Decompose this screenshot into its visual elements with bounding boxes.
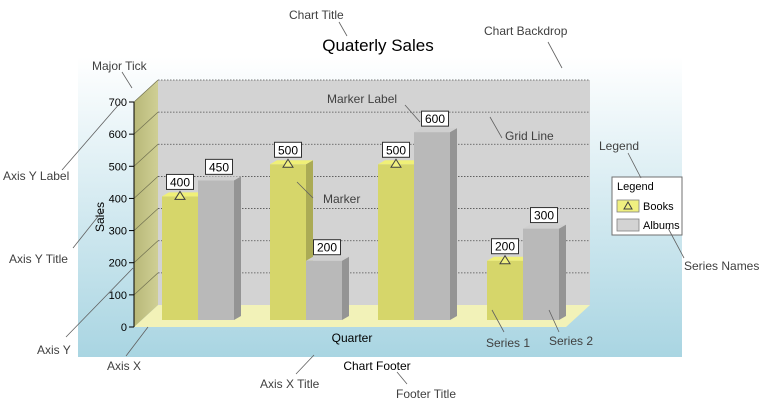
side-grid-line bbox=[133, 272, 159, 296]
bar-side-albums bbox=[559, 224, 566, 320]
legend-swatch-albums bbox=[616, 218, 640, 232]
chart-title: Quaterly Sales bbox=[322, 36, 434, 55]
y-tick-label: 100 bbox=[109, 290, 127, 302]
callout-chart-title: Chart Title bbox=[289, 8, 344, 22]
data-label-albums-box bbox=[421, 110, 449, 127]
data-label-books: 400 bbox=[170, 175, 190, 189]
callout-chart-backdrop: Chart Backdrop bbox=[484, 24, 568, 38]
x-axis-title: Quarter bbox=[332, 331, 373, 345]
data-label-books-box bbox=[166, 173, 194, 190]
bar-books bbox=[162, 196, 198, 320]
data-label-albums: 300 bbox=[534, 209, 554, 223]
marker-triangle-icon bbox=[174, 190, 186, 200]
callout-axis-x: Axis X bbox=[107, 359, 141, 373]
callout-grid-line: Grid Line bbox=[505, 129, 554, 143]
bar-books bbox=[378, 164, 414, 320]
bar-top-albums bbox=[523, 224, 566, 229]
data-label-books-box bbox=[274, 141, 302, 158]
y-tick-label: 700 bbox=[109, 97, 127, 109]
y-axis-title: Sales bbox=[93, 202, 107, 232]
legend-title: Legend bbox=[617, 181, 654, 193]
callout-legend: Legend bbox=[599, 139, 639, 153]
callout-marker: Marker bbox=[323, 192, 360, 206]
callout-series-2: Series 2 bbox=[549, 334, 593, 348]
bar-top-books bbox=[378, 160, 421, 165]
bar-books bbox=[270, 164, 306, 320]
y-tick-label: 200 bbox=[109, 258, 127, 270]
bar-side-albums bbox=[450, 128, 457, 320]
bar-top-albums bbox=[306, 256, 349, 261]
bar-top-books bbox=[162, 192, 205, 197]
plot-floor bbox=[134, 305, 590, 327]
callout-leader-lines bbox=[61, 21, 685, 385]
bar-albums bbox=[523, 228, 559, 320]
callout-marker-label: Marker Label bbox=[327, 92, 397, 106]
side-grid-line bbox=[133, 240, 159, 263]
data-label-albums-box bbox=[205, 158, 233, 175]
side-grid-line bbox=[133, 176, 159, 199]
bar-albums bbox=[198, 180, 234, 320]
marker-triangle-icon bbox=[390, 158, 402, 168]
side-grid-line bbox=[133, 208, 159, 231]
data-label-albums-box bbox=[530, 207, 558, 224]
callout-axis-y: Axis Y bbox=[37, 343, 71, 357]
callout-series-names: Series Names bbox=[684, 259, 759, 273]
side-grid-line bbox=[133, 79, 159, 103]
legend: Legend Books Albums bbox=[611, 176, 683, 236]
y-tick-label: 600 bbox=[109, 129, 127, 141]
data-label-books: 200 bbox=[495, 240, 515, 254]
callout-axis-y-label: Axis Y Label bbox=[3, 169, 69, 183]
data-label-books-box bbox=[491, 238, 519, 255]
data-label-albums: 200 bbox=[317, 241, 337, 255]
y-tick-label: 0 bbox=[121, 322, 127, 334]
chart-footer: Chart Footer bbox=[343, 359, 410, 373]
legend-label-albums: Albums bbox=[643, 220, 680, 232]
side-grid-line bbox=[133, 144, 159, 167]
bar-top-books bbox=[270, 160, 313, 165]
callout-axis-y-title: Axis Y Title bbox=[9, 252, 68, 266]
callout-axis-x-title: Axis X Title bbox=[260, 377, 320, 391]
legend-triangle-icon bbox=[623, 200, 633, 210]
bar-top-books bbox=[487, 256, 530, 261]
data-label-albums: 450 bbox=[209, 160, 229, 174]
y-tick-label: 500 bbox=[109, 161, 127, 173]
bar-side-albums bbox=[234, 176, 241, 320]
callout-series-1: Series 1 bbox=[486, 336, 530, 350]
callout-major-tick: Major Tick bbox=[92, 59, 148, 73]
data-label-books: 500 bbox=[278, 143, 298, 157]
bar-albums bbox=[414, 132, 450, 320]
callout-footer-title: Footer Title bbox=[396, 387, 456, 401]
bar-top-albums bbox=[414, 128, 457, 133]
data-label-albums: 600 bbox=[425, 112, 445, 126]
y-tick-label: 400 bbox=[109, 193, 127, 205]
data-label-albums-box bbox=[313, 239, 341, 256]
bar-top-albums bbox=[198, 176, 241, 181]
bar-side-albums bbox=[342, 256, 349, 320]
bar-albums bbox=[306, 260, 342, 320]
bar-books bbox=[487, 260, 523, 320]
data-label-books-box bbox=[382, 141, 410, 158]
legend-label-books: Books bbox=[643, 201, 674, 213]
marker-triangle-icon bbox=[282, 158, 294, 168]
marker-triangle-icon bbox=[499, 254, 511, 265]
data-label-books: 500 bbox=[386, 143, 406, 157]
side-grid-line bbox=[133, 111, 159, 135]
y-tick-label: 300 bbox=[109, 226, 127, 238]
plot-side-wall bbox=[134, 80, 158, 327]
